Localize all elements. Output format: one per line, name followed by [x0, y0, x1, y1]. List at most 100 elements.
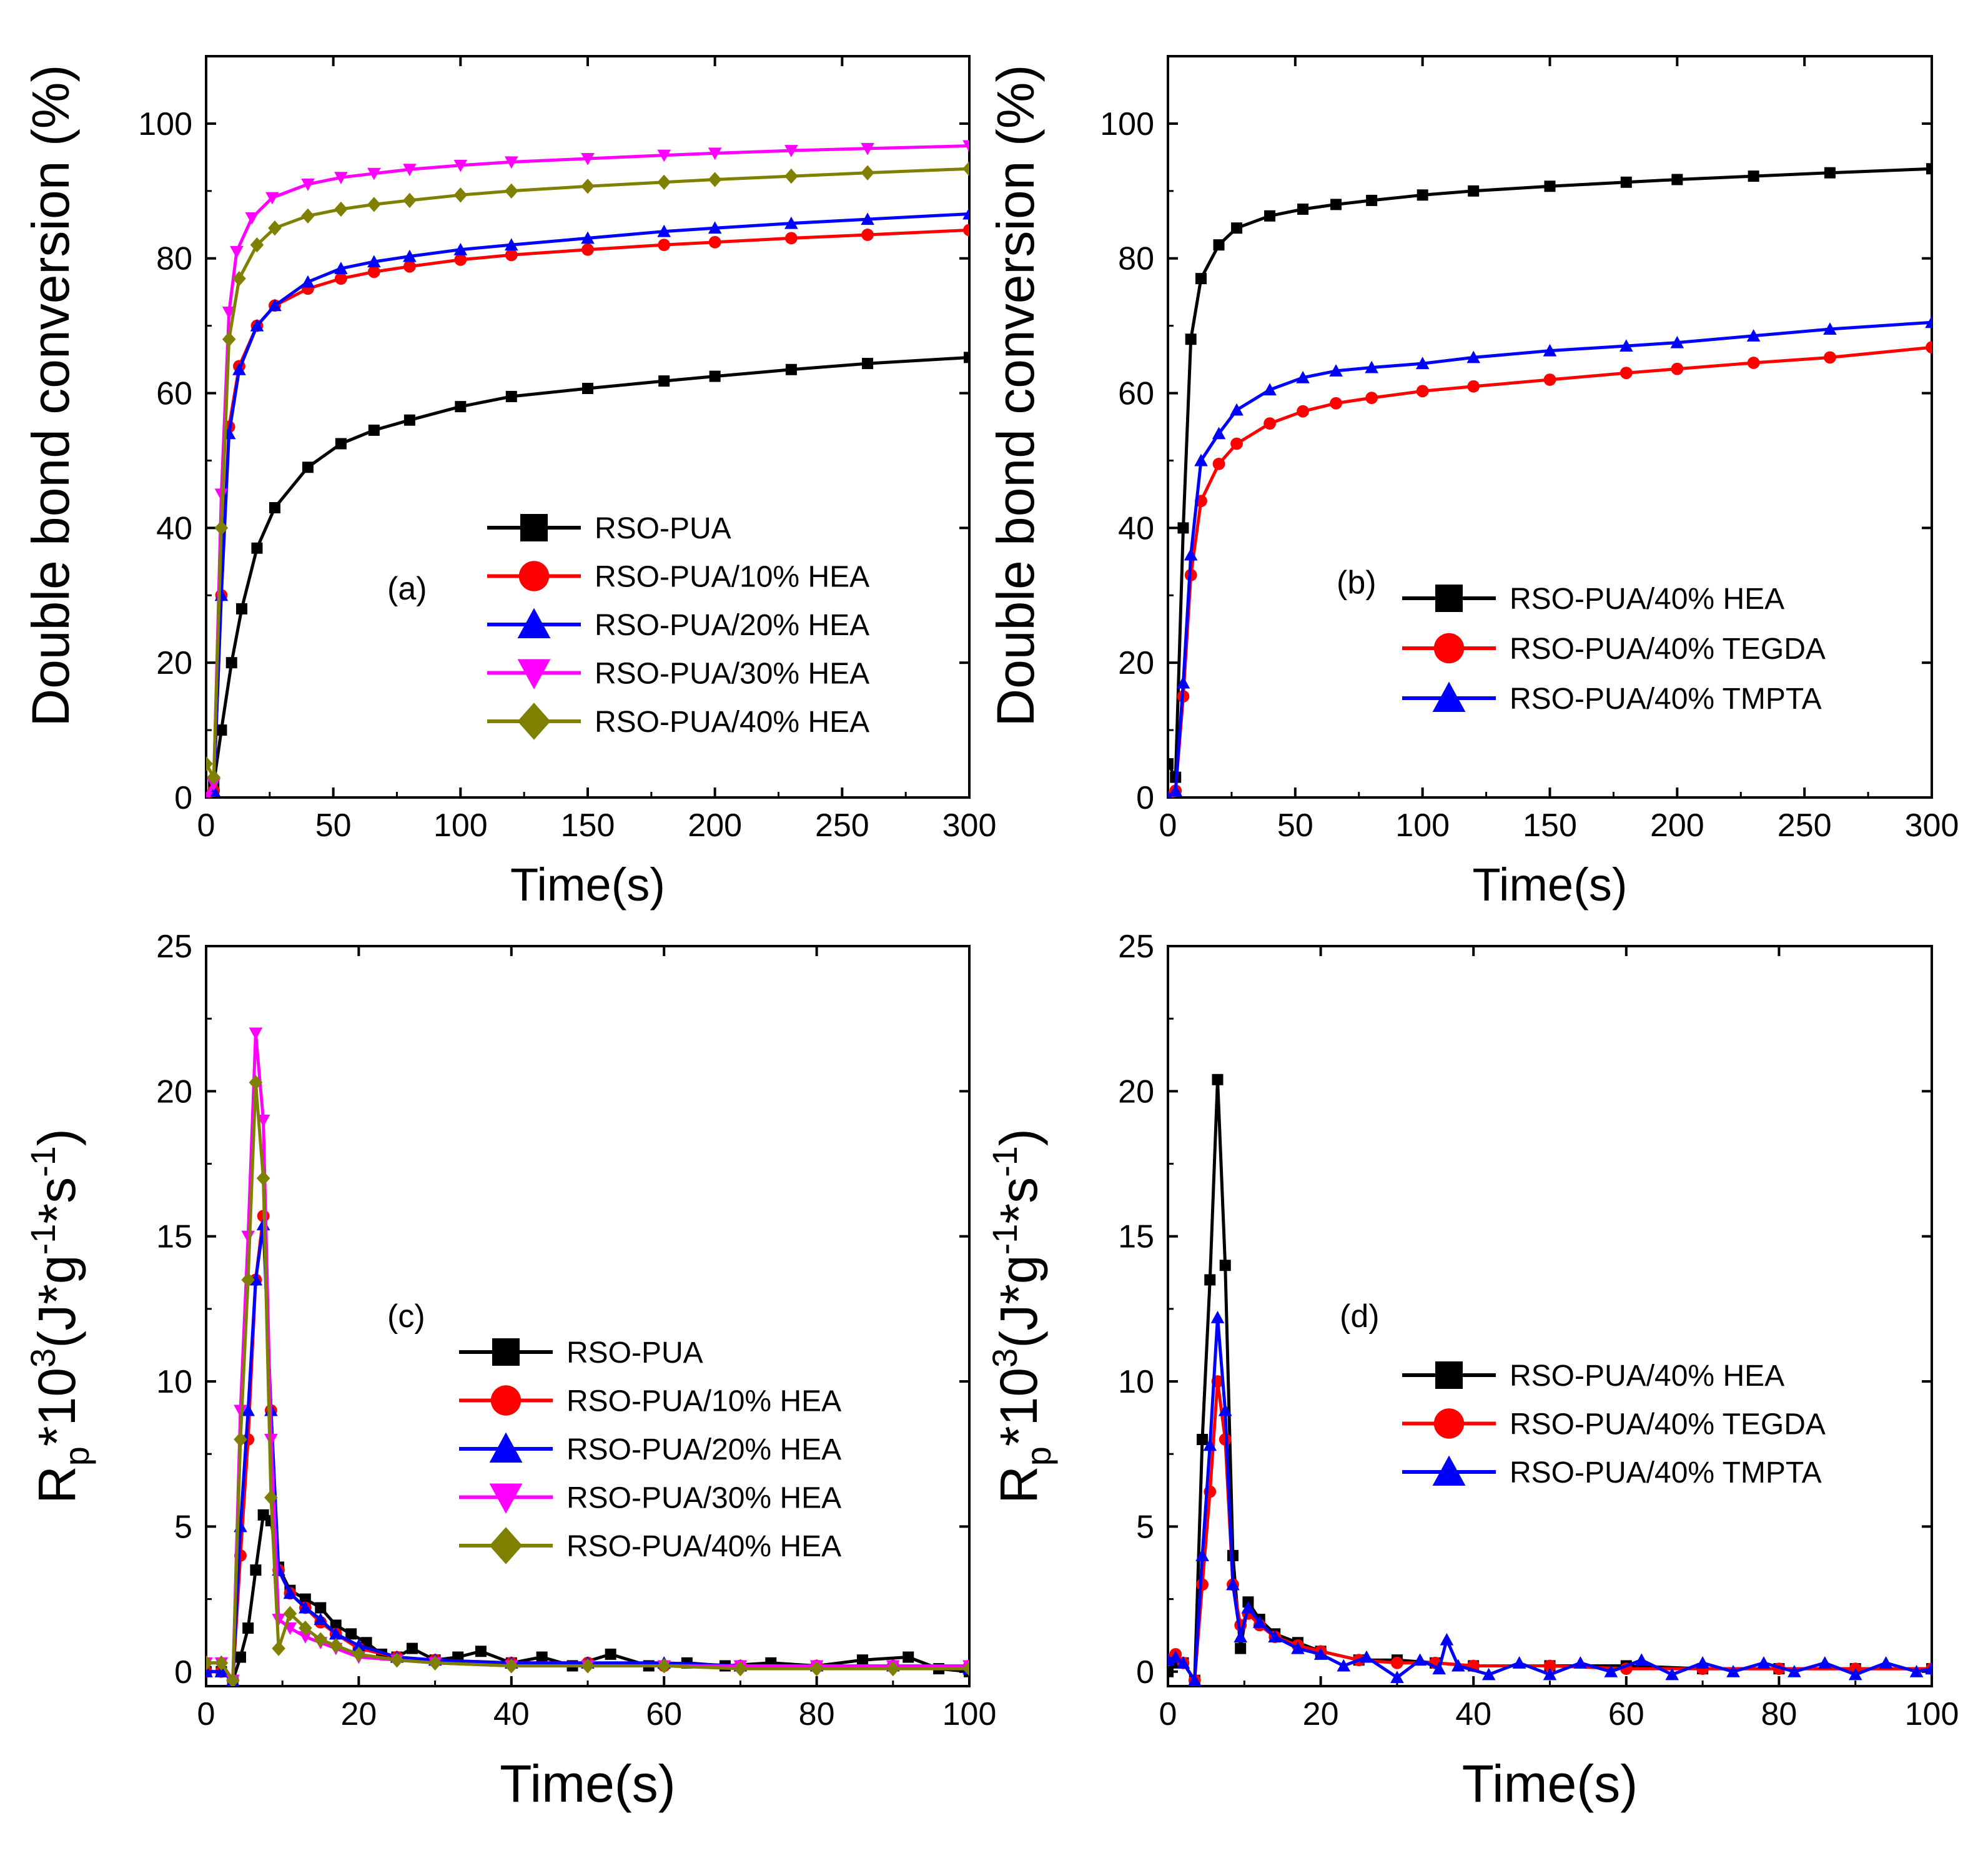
- data-point: [1218, 1403, 1232, 1416]
- data-point: [256, 1170, 270, 1186]
- x-tick-label: 0: [197, 807, 215, 844]
- data-point: [1544, 180, 1556, 192]
- data-point: [315, 1602, 327, 1614]
- x-tick-label: 0: [1159, 1696, 1177, 1732]
- data-point: [475, 1646, 487, 1657]
- data-point: [1210, 1311, 1225, 1323]
- data-point: [1185, 333, 1197, 345]
- data-point: [1184, 548, 1198, 561]
- data-point: [215, 724, 227, 736]
- panel-label: (a): [387, 571, 427, 607]
- panel-label: (d): [1340, 1298, 1380, 1335]
- data-point: [265, 192, 279, 205]
- data-point: [264, 1489, 278, 1506]
- legend-label: RSO-PUA/40% TMPTA: [1510, 683, 1822, 716]
- data-point: [1543, 1667, 1557, 1681]
- legend-marker: [517, 659, 551, 689]
- legend-entry: RSO-PUA/30% HEA: [459, 1482, 841, 1515]
- data-point: [245, 212, 259, 225]
- y-tick-label: 20: [1118, 645, 1154, 681]
- data-point: [1726, 1664, 1740, 1677]
- data-point: [962, 1661, 969, 1677]
- y-tick-label: 15: [156, 1219, 192, 1255]
- x-tick-label: 0: [197, 1696, 215, 1732]
- data-point: [299, 1631, 312, 1644]
- x-tick-label: 200: [688, 807, 742, 844]
- data-point: [272, 1641, 285, 1656]
- data-point: [1188, 1673, 1202, 1686]
- data-point: [1415, 357, 1430, 370]
- data-point: [242, 1622, 254, 1634]
- data-point: [1620, 176, 1632, 188]
- data-point: [809, 1661, 824, 1677]
- x-tick-label: 60: [646, 1696, 682, 1732]
- data-point: [1671, 174, 1683, 185]
- series-line: [1168, 1316, 1932, 1682]
- data-point: [352, 1646, 366, 1662]
- legend-marker: [1433, 633, 1465, 664]
- legend-marker: [1432, 681, 1466, 712]
- data-point: [314, 1612, 328, 1626]
- x-tick-label: 80: [1761, 1696, 1797, 1732]
- legend-marker: [517, 703, 551, 740]
- legend-marker: [1432, 1455, 1466, 1486]
- legend-entry: RSO-PUA/30% HEA: [487, 658, 869, 691]
- data-point: [214, 1655, 229, 1671]
- y-tick-label: 0: [1136, 1654, 1154, 1691]
- data-point: [455, 401, 467, 413]
- data-point: [785, 363, 797, 375]
- data-point: [428, 1655, 442, 1671]
- data-point: [1417, 189, 1428, 201]
- data-point: [268, 299, 282, 312]
- data-point: [1467, 380, 1480, 393]
- data-point: [390, 1652, 404, 1668]
- data-point: [1909, 1664, 1924, 1677]
- data-point: [1481, 1667, 1496, 1681]
- data-point: [964, 352, 969, 363]
- data-point: [657, 174, 671, 190]
- series-4: [206, 161, 969, 785]
- legend-entry: RSO-PUA/40% HEA: [1402, 1360, 1784, 1393]
- data-point: [1925, 315, 1932, 328]
- data-point: [1788, 1664, 1801, 1677]
- x-tick-label: 150: [561, 807, 615, 844]
- data-point: [301, 275, 315, 288]
- data-point: [251, 542, 263, 554]
- data-point: [299, 1593, 311, 1605]
- y-tick-label: 10: [1118, 1364, 1154, 1400]
- x-tick-label: 60: [1608, 1696, 1644, 1732]
- data-point: [1670, 335, 1684, 348]
- data-point: [581, 231, 595, 244]
- legend-entry: RSO-PUA/10% HEA: [487, 561, 869, 594]
- data-point: [1432, 1662, 1446, 1675]
- x-tick-label: 40: [1455, 1696, 1491, 1732]
- data-point: [582, 382, 593, 394]
- y-tick-label: 40: [1118, 510, 1154, 546]
- data-point: [241, 1272, 255, 1288]
- series-2: [1168, 315, 1932, 797]
- data-point: [1466, 350, 1480, 363]
- data-point: [1169, 1650, 1183, 1663]
- data-point: [505, 1658, 518, 1674]
- data-point: [334, 272, 347, 285]
- data-point: [1234, 1630, 1247, 1642]
- y-tick-label: 60: [1118, 376, 1154, 412]
- data-point: [1390, 1671, 1404, 1684]
- data-point: [1747, 357, 1760, 369]
- data-point: [708, 147, 722, 160]
- data-point: [352, 1639, 366, 1651]
- y-tick-label: 0: [174, 1654, 192, 1691]
- data-point: [1168, 1666, 1174, 1677]
- data-point: [330, 1619, 342, 1631]
- data-point: [1440, 1632, 1454, 1646]
- legend-label: RSO-PUA/40% TEGDA: [1510, 633, 1826, 666]
- legend-label: RSO-PUA/40% TEGDA: [1510, 1408, 1826, 1441]
- data-point: [1413, 1653, 1427, 1666]
- legend-entry: RSO-PUA/20% HEA: [459, 1432, 841, 1466]
- x-tick-label: 100: [433, 807, 488, 844]
- data-point: [1195, 1549, 1209, 1561]
- x-axis-title: Time(s): [1473, 859, 1628, 911]
- x-axis-title: Time(s): [1462, 1754, 1638, 1813]
- data-point: [403, 260, 416, 273]
- data-point: [214, 520, 229, 536]
